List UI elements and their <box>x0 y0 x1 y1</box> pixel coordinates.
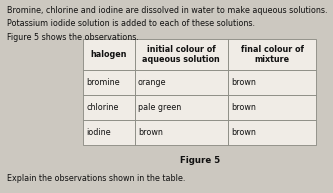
Text: brown: brown <box>138 128 163 137</box>
Bar <box>135 70 228 95</box>
Bar <box>135 120 228 145</box>
Text: brown: brown <box>231 78 256 87</box>
Text: Potassium iodide solution is added to each of these solutions.: Potassium iodide solution is added to ea… <box>7 19 255 28</box>
Text: Bromine, chlorine and iodine are dissolved in water to make aqueous solutions.: Bromine, chlorine and iodine are dissolv… <box>7 6 327 15</box>
Text: chlorine: chlorine <box>87 103 119 112</box>
Text: initial colour of
aqueous solution: initial colour of aqueous solution <box>142 45 220 64</box>
Text: brown: brown <box>231 103 256 112</box>
Bar <box>228 70 316 95</box>
Bar <box>228 95 316 120</box>
Bar <box>83 39 135 70</box>
Bar <box>135 39 228 70</box>
Text: halogen: halogen <box>91 50 127 59</box>
Text: orange: orange <box>138 78 166 87</box>
Bar <box>83 70 135 95</box>
Bar <box>83 95 135 120</box>
Text: Figure 5 shows the observations.: Figure 5 shows the observations. <box>7 33 139 42</box>
Text: bromine: bromine <box>87 78 120 87</box>
Text: final colour of
mixture: final colour of mixture <box>240 45 304 64</box>
Text: Figure 5: Figure 5 <box>180 156 220 165</box>
Bar <box>83 120 135 145</box>
Bar <box>135 95 228 120</box>
Bar <box>228 120 316 145</box>
Bar <box>228 39 316 70</box>
Text: Explain the observations shown in the table.: Explain the observations shown in the ta… <box>7 174 185 183</box>
Text: iodine: iodine <box>87 128 111 137</box>
Text: pale green: pale green <box>138 103 181 112</box>
Text: brown: brown <box>231 128 256 137</box>
